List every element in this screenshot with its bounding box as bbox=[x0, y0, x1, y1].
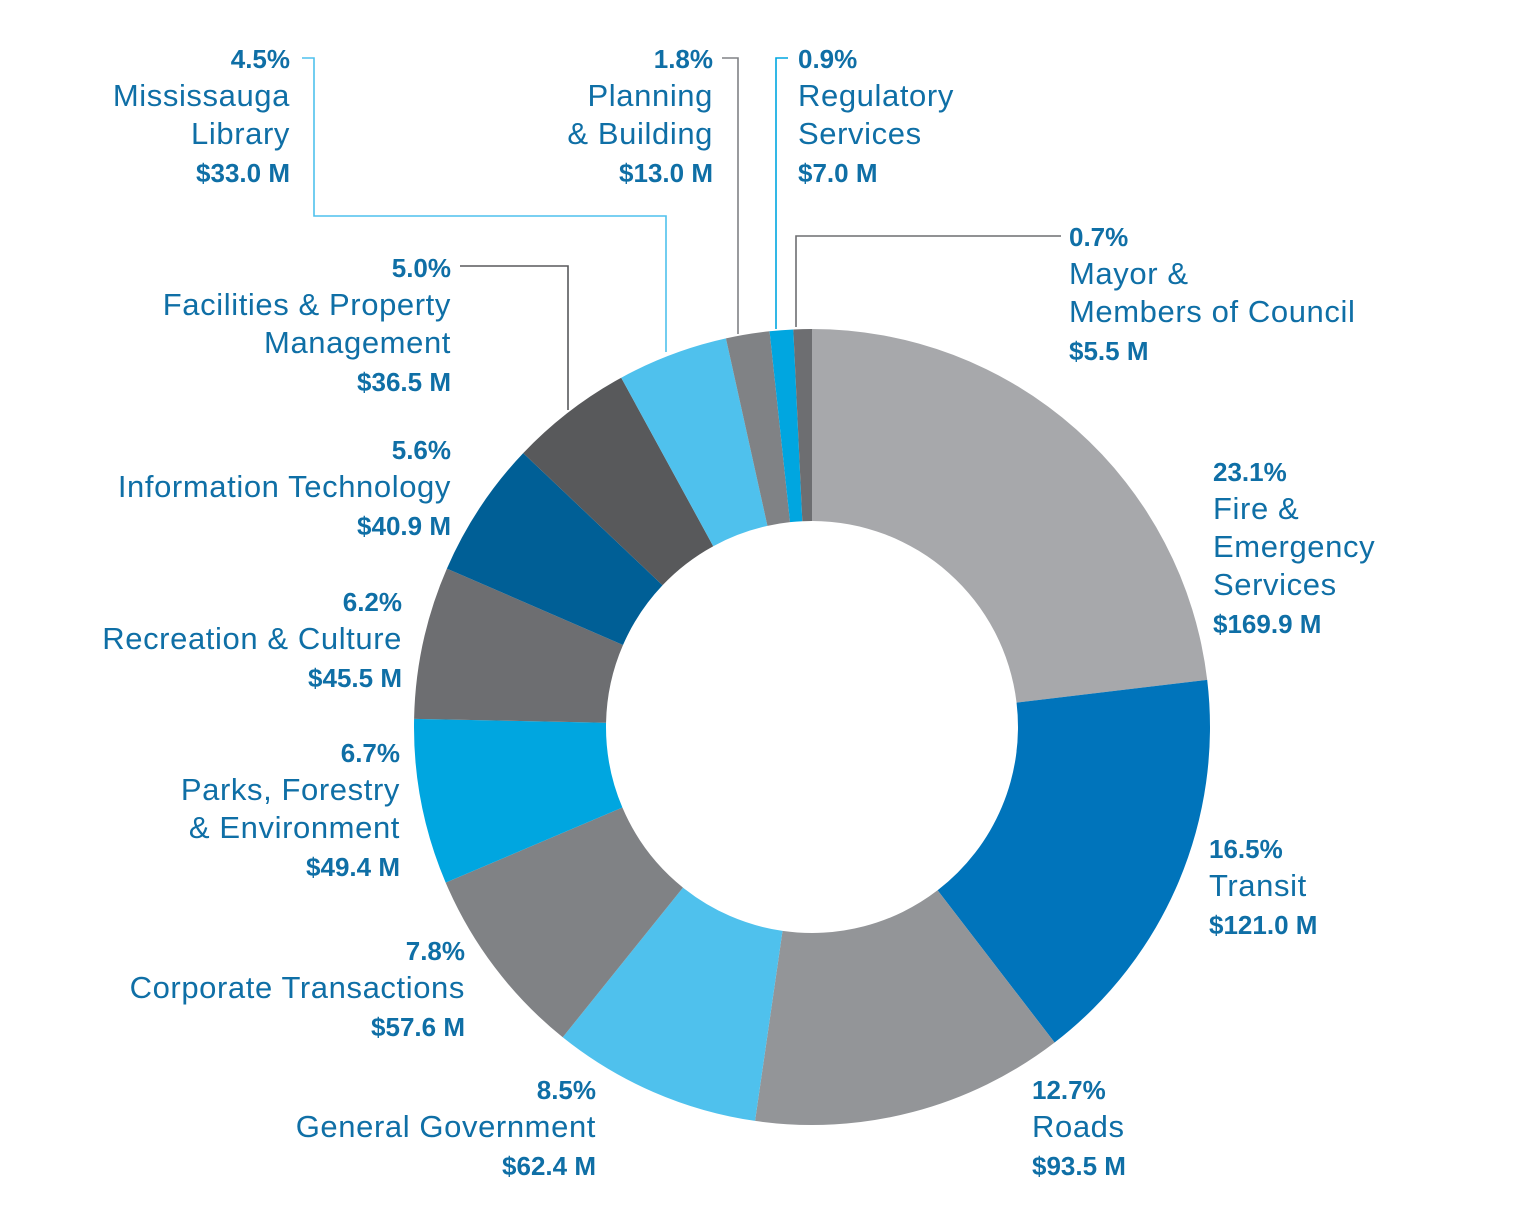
slice-name-line: Members of Council bbox=[1069, 294, 1355, 329]
slice-name-line: & Environment bbox=[189, 810, 400, 845]
leader-line-mayor-and-members-of-council bbox=[795, 235, 1061, 327]
slice-percent: 12.7% bbox=[1032, 1075, 1106, 1105]
slice-amount: $121.0 M bbox=[1209, 910, 1317, 940]
slice-name-line: Services bbox=[1213, 567, 1337, 602]
slice-amount: $49.4 M bbox=[306, 852, 400, 882]
slice-fire-and-emergency-services bbox=[812, 329, 1208, 703]
slice-parks-forestry-and-environment bbox=[414, 718, 623, 883]
slice-percent: 5.6% bbox=[392, 435, 451, 465]
slice-percent: 6.2% bbox=[343, 587, 402, 617]
slice-information-technology bbox=[446, 453, 663, 646]
slice-general-government bbox=[562, 887, 783, 1121]
slice-name-line: Information Technology bbox=[118, 469, 451, 504]
slice-amount: $40.9 M bbox=[357, 511, 451, 541]
label-recreation-and-culture: 6.2% Recreation & Culture $45.5 M bbox=[102, 587, 402, 693]
label-information-technology: 5.6% Information Technology $40.9 M bbox=[118, 435, 451, 541]
donut-slices bbox=[414, 329, 1210, 1126]
slice-name-line: Roads bbox=[1032, 1109, 1125, 1144]
leader-line-facilities-and-property-management bbox=[460, 265, 569, 410]
slice-name-line: Transit bbox=[1209, 868, 1307, 903]
slice-percent: 0.9% bbox=[798, 44, 857, 74]
slice-percent: 5.0% bbox=[392, 253, 451, 283]
slice-name-line: & Building bbox=[567, 116, 713, 151]
slice-percent: 0.7% bbox=[1069, 222, 1128, 252]
slice-planning-and-building bbox=[725, 331, 791, 526]
slice-amount: $169.9 M bbox=[1213, 609, 1321, 639]
leader-line-planning-and-building bbox=[722, 57, 739, 334]
slice-percent: 7.8% bbox=[406, 936, 465, 966]
slice-amount: $7.0 M bbox=[798, 158, 878, 188]
label-roads: 12.7% Roads $93.5 M bbox=[1032, 1075, 1126, 1181]
slice-amount: $62.4 M bbox=[502, 1151, 596, 1181]
slice-percent: 16.5% bbox=[1209, 834, 1283, 864]
label-general-government: 8.5% General Government $62.4 M bbox=[296, 1075, 596, 1181]
leader-line-regulatory-services bbox=[775, 57, 788, 329]
slice-name-line: General Government bbox=[296, 1109, 596, 1144]
leader-lines bbox=[302, 57, 1061, 410]
slice-name-line: Library bbox=[191, 116, 290, 151]
slice-percent: 23.1% bbox=[1213, 457, 1287, 487]
slice-percent: 8.5% bbox=[537, 1075, 596, 1105]
slice-mayor-and-members-of-council bbox=[793, 329, 812, 522]
slice-name-line: Corporate Transactions bbox=[130, 970, 465, 1005]
slice-amount: $93.5 M bbox=[1032, 1151, 1126, 1181]
label-corporate-transactions: 7.8% Corporate Transactions $57.6 M bbox=[130, 936, 465, 1042]
slice-amount: $33.0 M bbox=[196, 158, 290, 188]
slice-amount: $45.5 M bbox=[308, 663, 402, 693]
slice-percent: 4.5% bbox=[231, 44, 290, 74]
slice-name-line: Mayor & bbox=[1069, 256, 1189, 291]
slice-name-line: Facilities & Property bbox=[163, 287, 451, 322]
label-transit: 16.5% Transit $121.0 M bbox=[1209, 834, 1317, 940]
slice-percent: 1.8% bbox=[654, 44, 713, 74]
label-planning-and-building: 1.8% Planning& Building $13.0 M bbox=[567, 44, 713, 188]
slice-name-line: Fire & bbox=[1213, 491, 1299, 526]
slice-transit bbox=[937, 679, 1210, 1043]
slice-percent: 6.7% bbox=[341, 738, 400, 768]
slice-amount: $57.6 M bbox=[371, 1012, 465, 1042]
slice-roads bbox=[755, 890, 1055, 1126]
label-mayor-and-members-of-council: 0.7% Mayor &Members of Council $5.5 M bbox=[1069, 222, 1355, 366]
slice-amount: $36.5 M bbox=[357, 367, 451, 397]
slice-regulatory-services bbox=[769, 329, 803, 523]
slice-name-line: Emergency bbox=[1213, 529, 1375, 564]
slice-name-line: Parks, Forestry bbox=[181, 772, 400, 807]
slice-name-line: Management bbox=[264, 325, 451, 360]
slice-name-line: Recreation & Culture bbox=[102, 621, 402, 656]
slice-name-line: Planning bbox=[588, 78, 713, 113]
leader-line-mississauga-library bbox=[302, 57, 667, 352]
label-parks-forestry-and-environment: 6.7% Parks, Forestry& Environment $49.4 M bbox=[181, 738, 400, 882]
slice-name-line: Regulatory bbox=[798, 78, 954, 113]
slice-recreation-and-culture bbox=[414, 568, 624, 723]
slice-amount: $5.5 M bbox=[1069, 336, 1149, 366]
slice-mississauga-library bbox=[621, 338, 768, 547]
slice-name-line: Mississauga bbox=[113, 78, 290, 113]
slice-amount: $13.0 M bbox=[619, 158, 713, 188]
slice-corporate-transactions bbox=[445, 807, 683, 1038]
slice-name-line: Services bbox=[798, 116, 922, 151]
slice-facilities-and-property-management bbox=[523, 377, 714, 586]
